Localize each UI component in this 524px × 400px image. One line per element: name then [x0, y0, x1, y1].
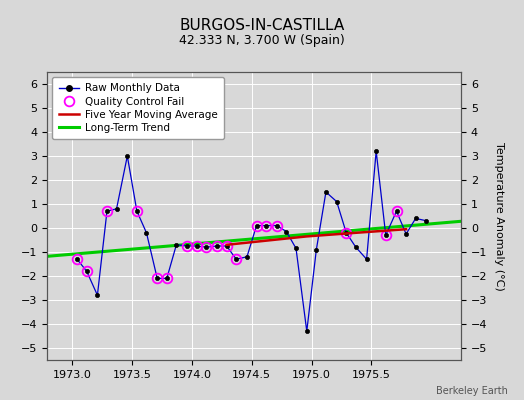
Y-axis label: Temperature Anomaly (°C): Temperature Anomaly (°C): [494, 142, 504, 290]
Text: 42.333 N, 3.700 W (Spain): 42.333 N, 3.700 W (Spain): [179, 34, 345, 47]
Text: BURGOS-IN-CASTILLA: BURGOS-IN-CASTILLA: [179, 18, 345, 33]
Legend: Raw Monthly Data, Quality Control Fail, Five Year Moving Average, Long-Term Tren: Raw Monthly Data, Quality Control Fail, …: [52, 77, 224, 139]
Text: Berkeley Earth: Berkeley Earth: [436, 386, 508, 396]
